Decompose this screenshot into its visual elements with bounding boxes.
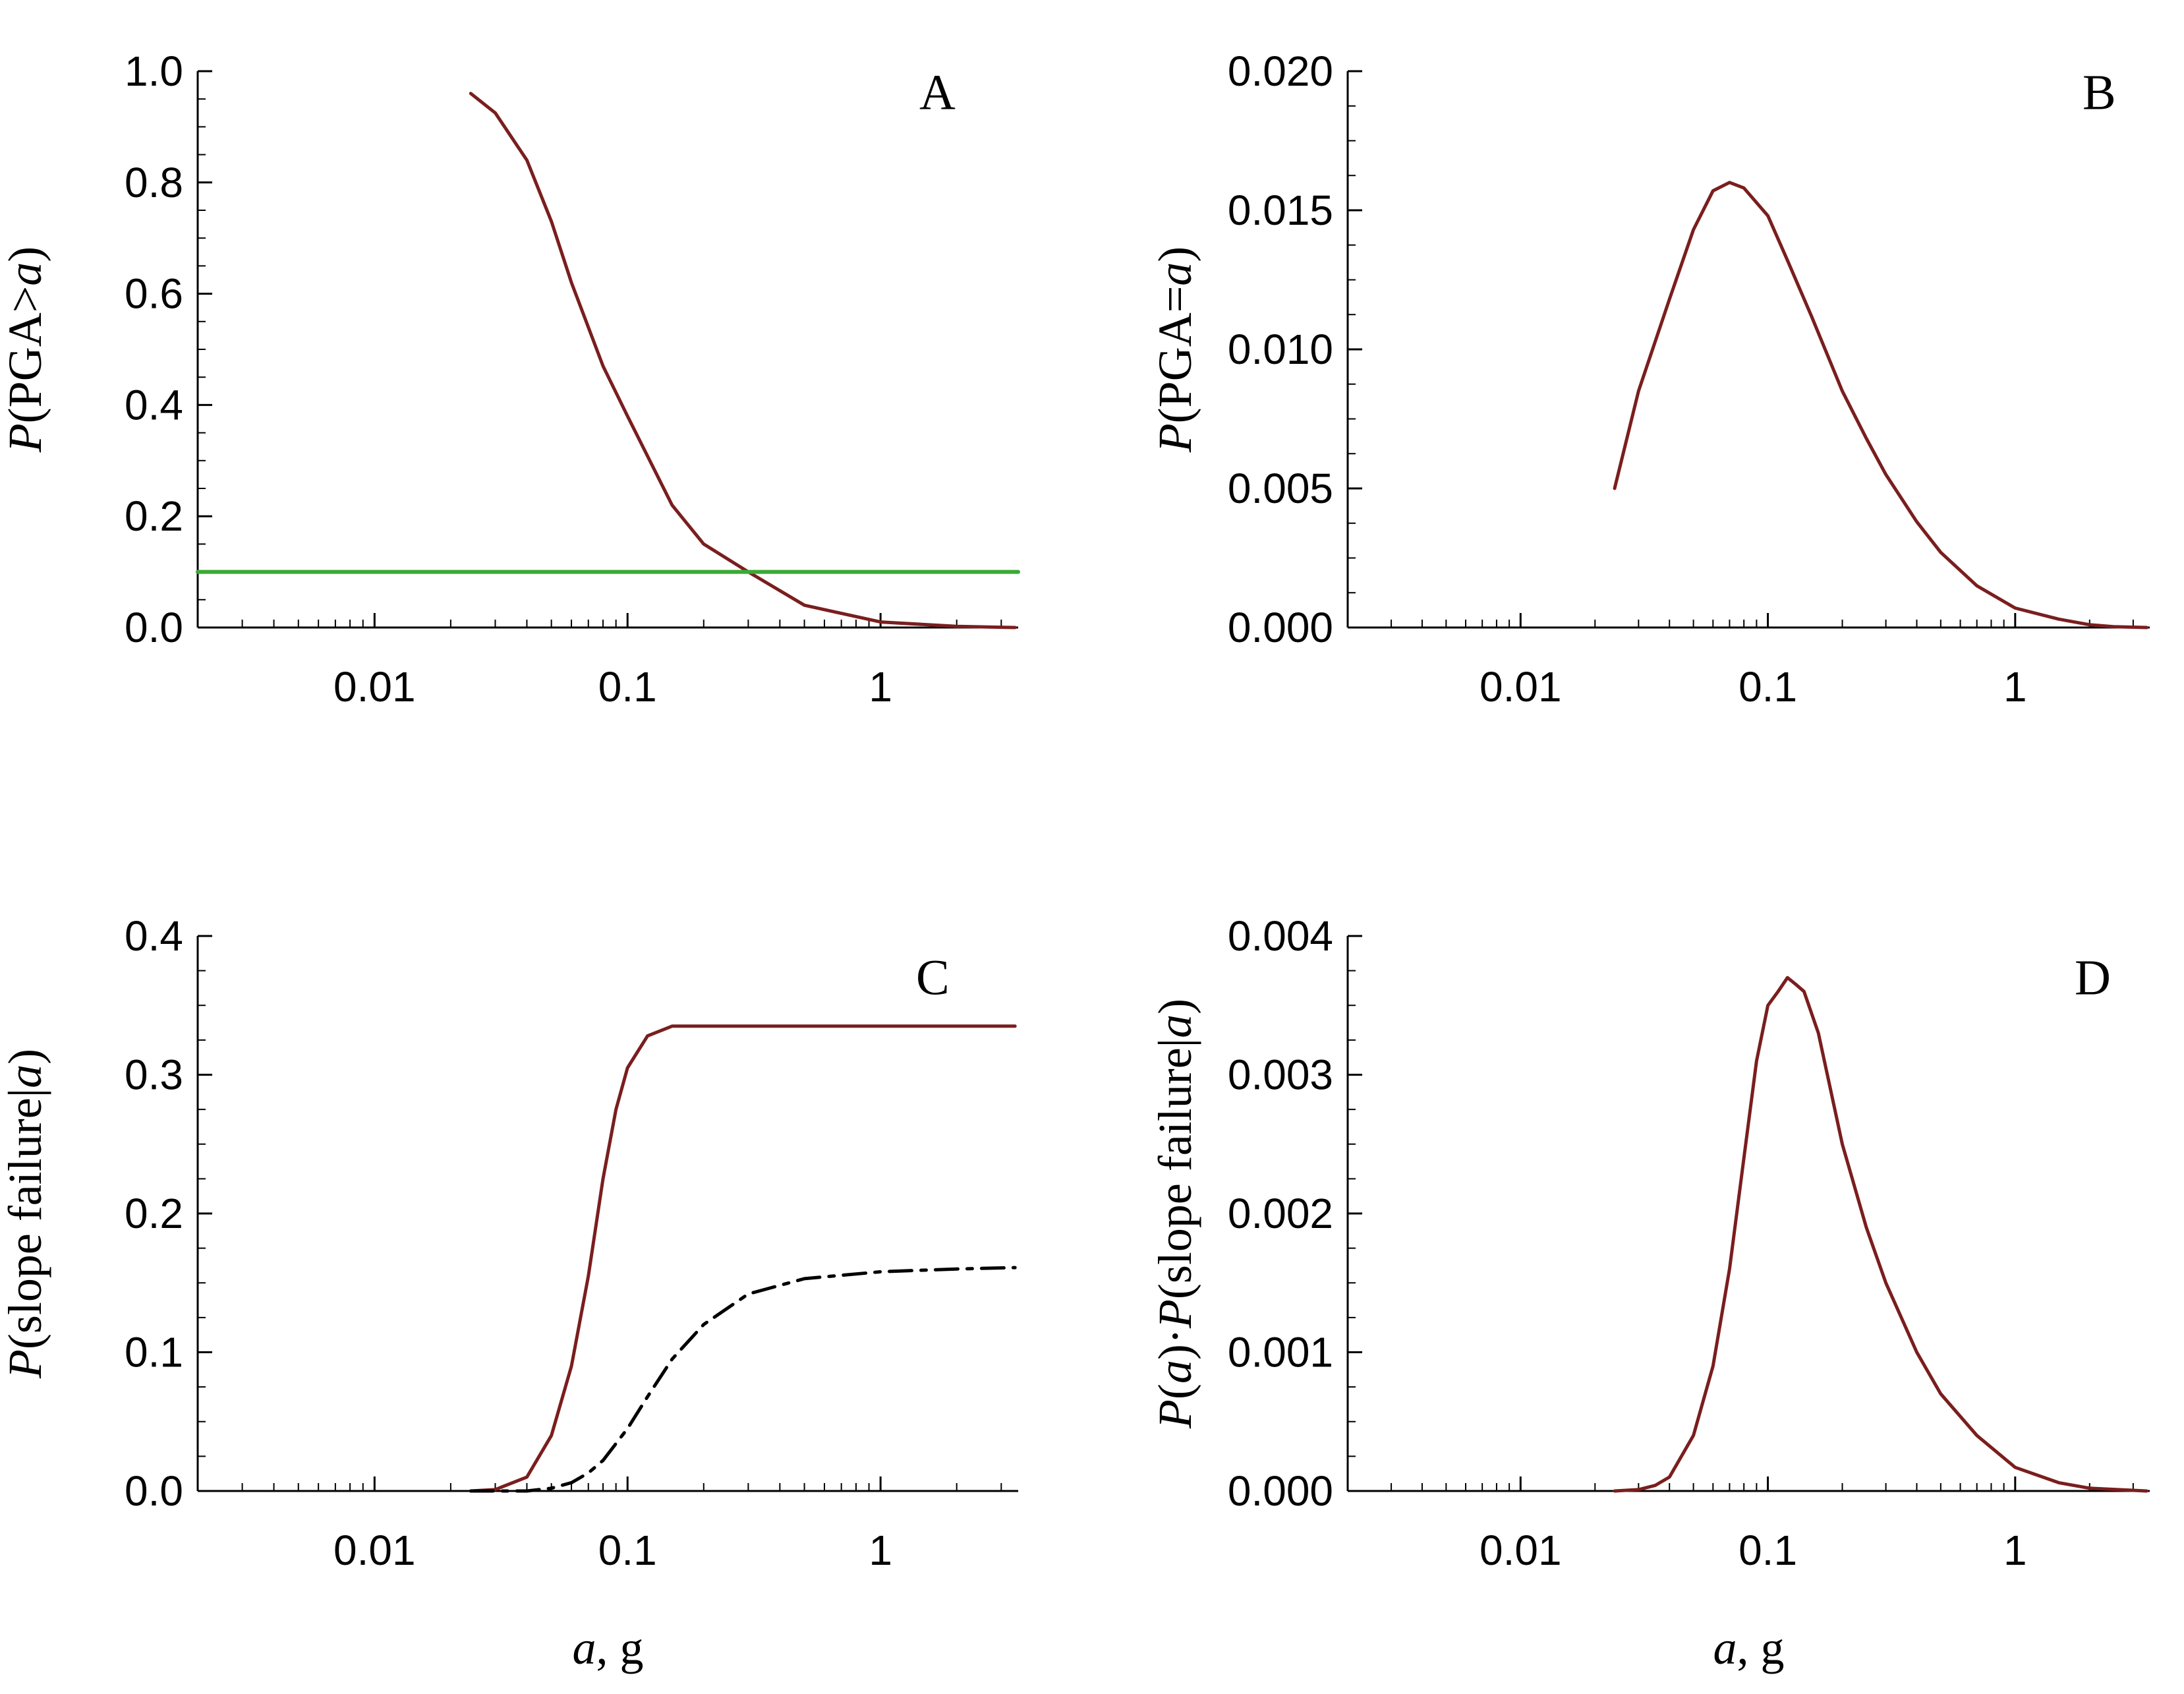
x-tick-label: 0.1 <box>598 663 657 711</box>
y-axis-title: P(a)·P(slope failure|a) <box>1149 999 1201 1429</box>
y-axis-title: P(PGA>a) <box>0 247 51 453</box>
x-axis-title-part: , g <box>1737 1621 1785 1674</box>
x-axis-title: a, g <box>1713 1621 1785 1674</box>
x-tick-label: 0.1 <box>1739 663 1797 711</box>
x-tick-label: 0.01 <box>333 663 416 711</box>
series-conditional-failure-solid <box>469 1024 1017 1493</box>
panel-c: 0.01 0.1 1 0.0 0.1 0.2 0.3 0.4 C P(slope failure|… <box>0 912 1018 1674</box>
y-tick-label: 0.1 <box>125 1329 183 1376</box>
y-tick-label: 0.2 <box>125 1190 183 1237</box>
y-tick-label: 0.020 <box>1228 47 1333 95</box>
y-tick-label: 0.0 <box>125 604 183 651</box>
panel-d: 0.01 0.1 10.0000.0010.0020.0030.004DP(a)·P… <box>1149 912 2150 1674</box>
y-axis-title-part: P <box>1149 1399 1201 1429</box>
y-tick-label: 0.000 <box>1228 604 1333 651</box>
y-axis-title-part: a <box>0 1065 51 1088</box>
panel-label: C <box>916 950 950 1006</box>
y-axis-title-part: ) <box>0 247 51 262</box>
y-tick-label: 0.6 <box>125 270 183 318</box>
series-joint-probability <box>1613 976 2148 1493</box>
x-axis-title-part: , g <box>596 1621 644 1674</box>
y-axis-title-part: a <box>0 262 51 286</box>
y-tick-label: 0.010 <box>1228 326 1333 373</box>
y-tick-label: 0.001 <box>1228 1329 1333 1376</box>
y-axis-title-part: (slope failure| <box>0 1088 51 1349</box>
y-axis-title-part: ) <box>1149 999 1201 1014</box>
y-tick-label: 0.004 <box>1228 912 1333 960</box>
x-tick-label: 0.1 <box>1739 1527 1797 1574</box>
y-axis-title-part: ) <box>1149 247 1201 262</box>
y-axis-title: P(PGA=a) <box>1149 247 1201 453</box>
y-tick-label: 0.003 <box>1228 1051 1333 1099</box>
x-tick-label: 0.1 <box>598 1527 657 1574</box>
y-axis-title: P(slope failure|a) <box>0 1049 51 1379</box>
x-tick-label: 1 <box>869 1527 892 1574</box>
x-axis-title-part: a <box>1713 1621 1737 1674</box>
y-tick-label: 0.2 <box>125 492 183 540</box>
series-exceedance <box>469 92 1017 629</box>
y-axis-title-part: P <box>0 1349 51 1379</box>
x-axis-title: a, g <box>573 1621 644 1674</box>
panel-a: 0.01 0.1 1 0.0 0.2 0.4 0.6 0.8 1.0 A P(PGA>a) <box>0 47 1020 711</box>
panel-label: A <box>919 65 956 121</box>
y-axis-title-part: P <box>1149 1299 1201 1329</box>
series-conditional-failure-dashed <box>469 1266 1017 1493</box>
y-axis-title-part: (PGA= <box>1149 286 1201 424</box>
y-tick-label: 0.4 <box>125 912 183 960</box>
y-axis-title-part: ( <box>1149 1384 1201 1399</box>
y-axis-title-part: a <box>1149 1360 1201 1384</box>
panel-label: B <box>2083 65 2116 121</box>
y-tick-label: 0.002 <box>1228 1190 1333 1237</box>
y-axis-title-part: )· <box>1149 1328 1201 1360</box>
x-tick-label: 0.01 <box>333 1527 416 1574</box>
panel-label: D <box>2075 950 2111 1006</box>
y-tick-label: 0.3 <box>125 1051 183 1099</box>
y-axis-title-part: ) <box>0 1049 51 1065</box>
y-tick-label: 0.000 <box>1228 1467 1333 1515</box>
panel-b: 0.01 0.1 1 0.000 0.005 0.010 0.015 0.020 B P(PGA=… <box>1149 47 2150 711</box>
y-tick-label: 1.0 <box>125 47 183 95</box>
y-axis-title-part: P <box>1149 423 1201 453</box>
x-tick-label: 1 <box>2003 1527 2027 1574</box>
y-axis-title-part: (slope failure| <box>1149 1038 1201 1299</box>
y-tick-label: 0.005 <box>1228 465 1333 512</box>
y-axis-title-part: a <box>1149 1014 1201 1038</box>
x-tick-label: 1 <box>2003 663 2027 711</box>
y-axis-title-part: a <box>1149 262 1201 286</box>
y-tick-label: 0.4 <box>125 381 183 428</box>
y-axis-title-part: (PGA> <box>0 286 51 424</box>
y-tick-label: 0.0 <box>125 1467 183 1515</box>
y-axis-title-part: P <box>0 423 51 453</box>
x-axis-title-part: a <box>573 1621 596 1674</box>
series-pga-probability <box>1613 181 2148 629</box>
y-tick-label: 0.8 <box>125 159 183 206</box>
y-tick-label: 0.015 <box>1228 187 1333 234</box>
x-tick-label: 1 <box>869 663 892 711</box>
x-tick-label: 0.01 <box>1480 663 1562 711</box>
x-tick-label: 0.01 <box>1480 1527 1562 1574</box>
